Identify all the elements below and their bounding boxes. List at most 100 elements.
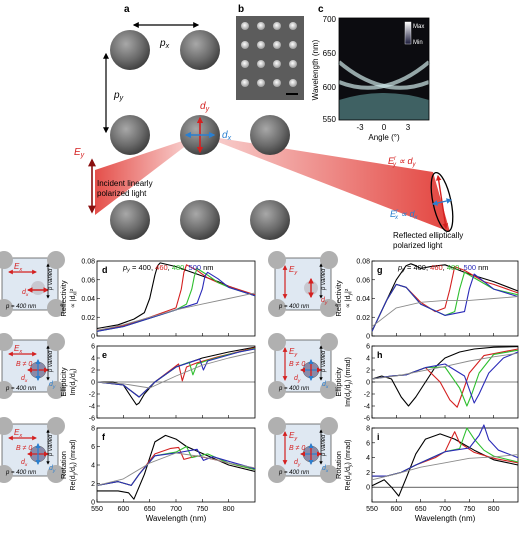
svg-text:Ex: Ex bbox=[14, 428, 22, 439]
geometry-insets: Ex dx p varied p = 400 nm Ex B ≠ 0 dx dy p varie… bbox=[0, 251, 338, 483]
svg-text:Ey: Ey bbox=[289, 265, 298, 276]
panel-b-sem-image bbox=[236, 16, 304, 100]
sem-pillar bbox=[241, 22, 249, 30]
y-tick-label: 4 bbox=[366, 455, 370, 462]
series-line-400 bbox=[371, 263, 519, 332]
y-tick-label: 2 bbox=[366, 470, 370, 477]
y-tick-label: -6 bbox=[89, 416, 95, 423]
y-tick-label: 0 bbox=[366, 485, 370, 492]
y-tick-label: -4 bbox=[89, 404, 95, 411]
svg-text:B ≠ 0: B ≠ 0 bbox=[16, 361, 32, 368]
scale-bar bbox=[286, 93, 298, 95]
dy-label: dy bbox=[200, 101, 210, 113]
svg-text:p varied: p varied bbox=[321, 350, 327, 373]
svg-text:p varied: p varied bbox=[48, 434, 54, 457]
sem-pillar bbox=[273, 60, 281, 68]
sem-pillar bbox=[273, 79, 281, 87]
x-tick-label: 750 bbox=[463, 506, 475, 513]
y-tick-label: 0.02 bbox=[81, 315, 95, 322]
svg-text:p = 400 nm: p = 400 nm bbox=[5, 386, 36, 392]
svg-text:dy: dy bbox=[294, 375, 301, 384]
sem-pillar bbox=[257, 22, 265, 30]
sem-pillar bbox=[241, 60, 249, 68]
nanodisk bbox=[180, 200, 220, 240]
inset-refl-x: Ex dx p varied p = 400 nm bbox=[0, 251, 65, 317]
panel-a-schematic: px py dy dx Ey Incident linearly polariz… bbox=[74, 22, 463, 250]
dispersion-glow bbox=[339, 93, 429, 120]
c-xtick: 3 bbox=[406, 123, 411, 132]
y-tick-label: 0.08 bbox=[81, 259, 95, 266]
plot-f: 0 2 4 6 8 550 600 650 700 750 800 Wavelength (nm) Ro… bbox=[59, 426, 256, 523]
py-label: py bbox=[113, 90, 124, 102]
sem-pillar bbox=[257, 60, 265, 68]
y-axis-label-formula: Im(dx/dy) (mrad) bbox=[345, 357, 354, 407]
y-axis-label-formula: ∝ |dy|² bbox=[345, 288, 354, 308]
series-line-400 bbox=[371, 346, 519, 407]
y-tick-label: 4 bbox=[366, 356, 370, 363]
series-line-400 bbox=[97, 434, 256, 500]
y-axis-label: Rotation bbox=[334, 451, 343, 479]
y-tick-label: -6 bbox=[364, 416, 370, 423]
series-line-reference bbox=[371, 454, 519, 481]
plot-frame bbox=[96, 260, 256, 337]
y-axis-label: Reflectivity bbox=[334, 280, 343, 317]
sem-pillar bbox=[289, 41, 297, 49]
y-tick-label: 0.08 bbox=[356, 259, 370, 266]
plot-d: 0 0.02 0.04 0.06 0.08 Reflectivity ∝ |dx|² d py … bbox=[59, 259, 256, 341]
reflected-label-line2: polarized light bbox=[393, 241, 443, 250]
series-line-reference bbox=[96, 292, 256, 331]
y-axis-label-formula: Re(dx/dy) (mrad) bbox=[345, 440, 354, 491]
sem-pillar bbox=[289, 79, 297, 87]
series-legend: py = 400, 460, 480, 500 nm bbox=[397, 263, 489, 274]
inset-refl-y: Ey dy p varied p = 400 nm bbox=[268, 251, 338, 317]
svg-text:p = 400 nm: p = 400 nm bbox=[278, 470, 309, 476]
y-tick-label: 0.04 bbox=[81, 296, 95, 303]
svg-text:dy: dy bbox=[49, 465, 56, 474]
series-line-500 bbox=[371, 351, 519, 404]
panel-letter-c: c bbox=[318, 4, 324, 15]
panel-letter-h: h bbox=[377, 350, 383, 360]
reflected-label-line1: Reflected elliptically bbox=[393, 231, 463, 240]
svg-text:p = 400 nm: p = 400 nm bbox=[5, 470, 36, 476]
panel-letter-b: b bbox=[238, 4, 244, 15]
x-tick-label: 600 bbox=[117, 506, 129, 513]
y-axis-label: Reflectivity bbox=[59, 280, 68, 317]
y-tick-label: 8 bbox=[366, 426, 370, 433]
x-tick-label: 600 bbox=[390, 506, 402, 513]
panel-letter-e: e bbox=[102, 350, 107, 360]
svg-text:Ex: Ex bbox=[14, 262, 22, 273]
series-line-460 bbox=[96, 347, 256, 398]
sem-pillar bbox=[273, 22, 281, 30]
x-tick-label: 650 bbox=[415, 506, 427, 513]
colorbar-min: Min bbox=[413, 40, 423, 46]
y-tick-label: -4 bbox=[364, 404, 370, 411]
incident-label-line2: polarized light bbox=[97, 189, 147, 198]
y-tick-label: 0.06 bbox=[81, 277, 95, 284]
sem-pillar bbox=[273, 41, 281, 49]
y-tick-label: 2 bbox=[366, 368, 370, 375]
y-axis-label-formula: ∝ |dx|² bbox=[70, 288, 79, 308]
reflected-ex-arrow bbox=[431, 198, 453, 206]
y-tick-label: 6 bbox=[366, 440, 370, 447]
y-tick-label: 0 bbox=[366, 380, 370, 387]
x-axis-label: Wavelength (nm) bbox=[146, 514, 207, 523]
inset-rot-y: Ey B ≠ 0 dy dx p varied p = 400 nm bbox=[268, 417, 338, 483]
sem-pillar bbox=[241, 41, 249, 49]
plot-i: 0 2 4 6 8 550 600 650 700 750 800 Wavelength (nm) Ro… bbox=[334, 424, 519, 523]
y-tick-label: 0.02 bbox=[356, 315, 370, 322]
sem-pillar bbox=[257, 41, 265, 49]
y-tick-label: 6 bbox=[366, 344, 370, 351]
y-tick-label: 6 bbox=[91, 344, 95, 351]
svg-text:p varied: p varied bbox=[321, 434, 327, 457]
x-tick-label: 700 bbox=[170, 506, 182, 513]
series-line-400 bbox=[96, 262, 256, 330]
y-tick-label: 0 bbox=[366, 334, 370, 341]
series-line-500 bbox=[371, 273, 519, 332]
nanodisk bbox=[110, 30, 150, 70]
x-tick-label: 800 bbox=[488, 506, 500, 513]
c-ytick: 550 bbox=[323, 115, 337, 124]
svg-text:dy: dy bbox=[294, 459, 301, 468]
series-line-500 bbox=[96, 271, 256, 332]
